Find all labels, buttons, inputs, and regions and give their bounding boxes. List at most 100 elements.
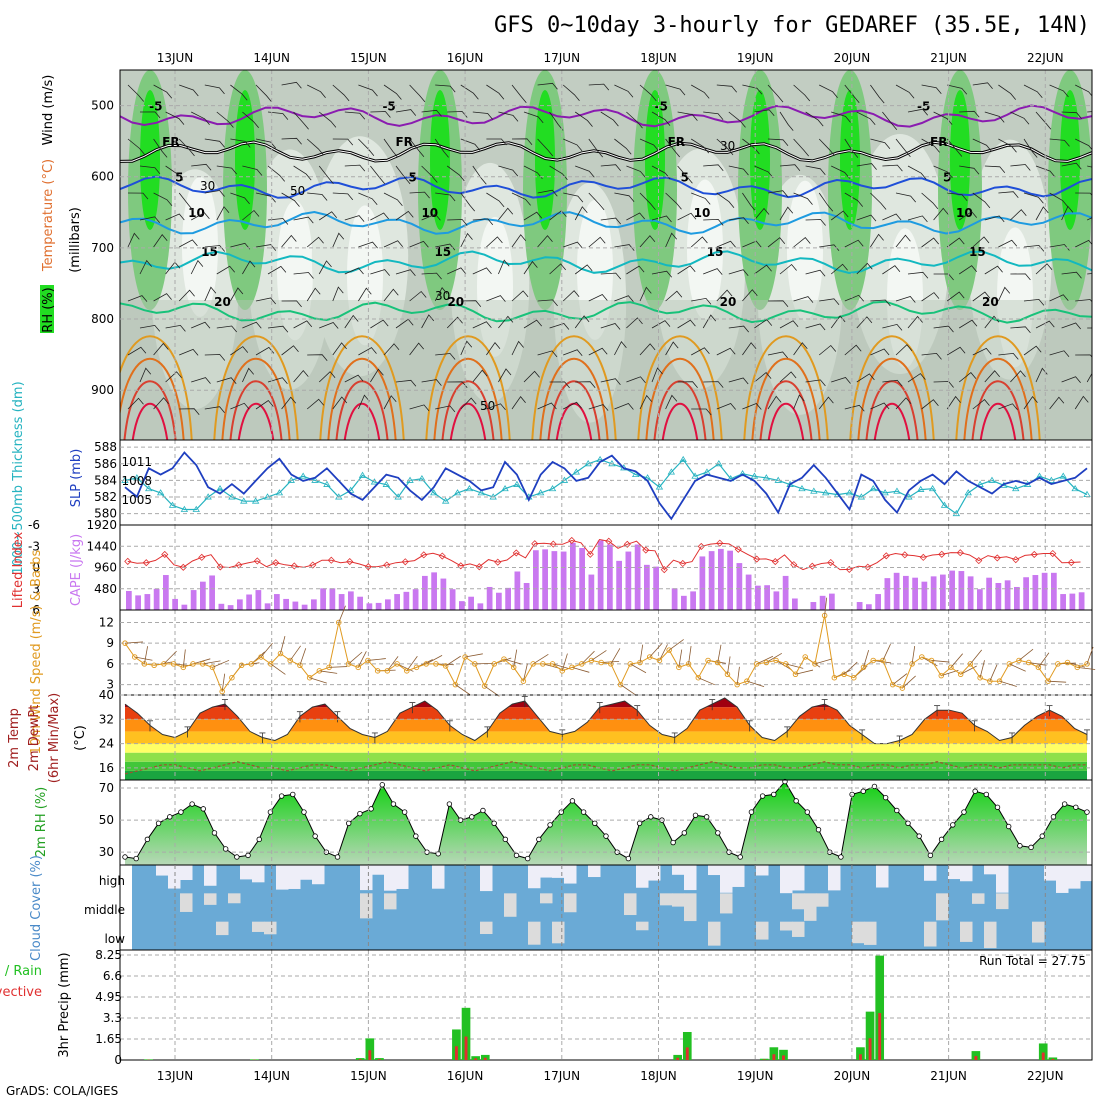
wind-barb (1077, 666, 1096, 670)
precip-convective-bar (368, 1050, 372, 1060)
wind-speed-point (617, 681, 624, 688)
wind-barb (358, 287, 372, 302)
wind-barb (165, 165, 184, 181)
wind-barb (805, 323, 826, 331)
date-axis: 13JUN 13JUN 14JUN 14JUN 15JUN 15JUN 16JUN 16JUN… (157, 51, 1064, 1083)
wind-barb (267, 377, 288, 384)
wind-barb (856, 373, 875, 383)
wind-speed-point (957, 671, 964, 678)
rh-point (446, 801, 453, 807)
wind-barb (819, 298, 840, 306)
wind-speed-point (695, 674, 702, 681)
cloud-clear-cell (720, 893, 733, 914)
warm-contour-loop (123, 380, 177, 440)
wind-barb (651, 320, 671, 329)
wind-barb (742, 84, 763, 95)
wind-barb (1049, 396, 1065, 410)
wind-barb (537, 138, 554, 157)
wind-barb (574, 111, 593, 127)
rh-point (703, 814, 710, 820)
li-point (679, 559, 687, 568)
wind-barb (139, 259, 153, 275)
wind-barb (498, 315, 514, 329)
cloud-clear-cell (936, 893, 949, 921)
wind-barb (805, 269, 826, 277)
wind-barb (191, 163, 212, 171)
cloud-clear-cell (252, 865, 265, 883)
li-point (568, 536, 576, 545)
wind-barb (293, 216, 314, 224)
wind-barb (950, 653, 963, 668)
cape-bar (977, 589, 983, 610)
wind-barb (742, 342, 757, 356)
rh-point (413, 833, 419, 839)
wind-barb (1049, 244, 1070, 251)
wind-barb (614, 295, 634, 302)
thickness-point (988, 476, 996, 483)
wind-barb (870, 402, 890, 410)
cape-bar (690, 591, 696, 610)
warm-contour-loop (751, 358, 821, 440)
wind-barb (736, 666, 740, 685)
rh-point (155, 820, 162, 827)
cloud-clear-cell (756, 865, 769, 876)
cape-bar (218, 603, 225, 610)
precip-total-bar (144, 1059, 153, 1060)
rh-point (200, 806, 207, 812)
wind-speed-point (268, 661, 274, 667)
wind-barb (395, 269, 416, 276)
thickness-point (738, 469, 747, 477)
li-tick-label: 6 (32, 603, 40, 617)
precip-tick-label: 6.6 (103, 969, 122, 983)
cape-bar (181, 604, 188, 610)
rh-legend-swatch (40, 285, 54, 333)
cape-bar (653, 566, 659, 610)
cape-bar (190, 590, 197, 610)
warm-contour-loop (971, 380, 1025, 440)
cape-bar (274, 594, 280, 610)
cape-bar (163, 575, 169, 610)
pressure-tick-label: 900 (91, 383, 114, 397)
date-label-top: 19JUN (737, 51, 774, 65)
wind-barb (523, 663, 528, 682)
wind-barb (204, 84, 225, 95)
wind-barb (882, 213, 902, 221)
wind-barb (767, 84, 784, 103)
rh-point (580, 809, 587, 815)
wind-barb (665, 138, 681, 158)
cape-bar (459, 601, 465, 610)
wind-barb (358, 394, 370, 410)
li-point (808, 562, 816, 570)
temp-band (125, 707, 1087, 720)
warm-contour-loop (441, 380, 495, 440)
wind-barb (921, 84, 942, 94)
wind-barb (523, 111, 544, 124)
thickness-point (893, 487, 901, 494)
precip-tick-label: 0 (114, 1053, 122, 1067)
wind-barb (513, 649, 518, 668)
rh-point (927, 852, 934, 859)
cloud-clear-cell (1080, 865, 1093, 882)
cloud-clear-cell (924, 865, 937, 881)
rh-panel: 30 50 70 (99, 778, 1093, 866)
rh-point (1039, 833, 1045, 839)
slp-tick-label: 1008 (121, 474, 152, 488)
wind-barb (984, 370, 1001, 383)
wind-barb (1009, 663, 1026, 672)
wind-barb (242, 209, 260, 221)
wind-speed-point (452, 681, 459, 688)
rh-point (390, 801, 397, 807)
thickness-tick-label: 582 (94, 490, 117, 504)
wind-barb (626, 111, 643, 129)
wind-barb (856, 262, 873, 275)
rh-point (815, 827, 822, 833)
wind-barb (289, 645, 301, 661)
wind-barb (728, 377, 749, 385)
cloud-clear-cell (684, 893, 697, 922)
warm-contour-loop (343, 402, 381, 440)
wind-barb (703, 111, 724, 120)
wind-barb (574, 315, 590, 329)
wind-barb (216, 111, 234, 128)
rh-point (804, 809, 811, 815)
